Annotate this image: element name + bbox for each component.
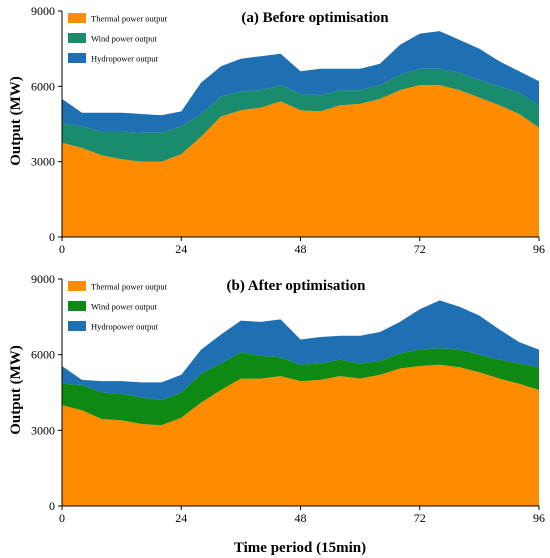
legend-swatch xyxy=(68,321,86,331)
y-axis-label-b: Output (MW) xyxy=(8,345,24,435)
x-tick-label: 96 xyxy=(533,242,545,256)
area-thermal-power-output xyxy=(62,85,539,237)
x-tick-label: 48 xyxy=(295,242,307,256)
legend: Thermal power output Wind power output Hyd… xyxy=(68,281,168,332)
y-tick-label: 0 xyxy=(49,499,55,513)
y-axis-label-a: Output (MW) xyxy=(8,76,24,166)
legend: Thermal power output Wind power output Hyd… xyxy=(68,13,168,64)
legend-swatch xyxy=(68,33,86,43)
y-tick-label: 9000 xyxy=(31,272,55,286)
y-tick-label: 3000 xyxy=(31,423,55,437)
y-tick-label: 6000 xyxy=(31,79,55,93)
legend-swatch xyxy=(68,53,86,63)
y-tick-label: 9000 xyxy=(31,4,55,18)
panel-b: 0 3000 6000 9000 0 24 48 72 96 (b) After optimisa… xyxy=(31,272,545,525)
y-tick-label: 3000 xyxy=(31,155,55,169)
x-tick-label: 48 xyxy=(295,511,307,525)
legend-label: Wind power output xyxy=(91,34,157,44)
x-axis-label: Time period (15min) xyxy=(234,540,366,556)
x-tick-label: 0 xyxy=(59,242,65,256)
y-tick-label: 6000 xyxy=(31,348,55,362)
x-tick-label: 96 xyxy=(533,511,545,525)
x-tick-label: 0 xyxy=(59,511,65,525)
legend-swatch xyxy=(68,281,86,291)
area-hydropower-output xyxy=(62,31,539,133)
legend-label: Thermal power output xyxy=(91,282,168,292)
x-tick-label: 24 xyxy=(175,511,187,525)
x-tick-label: 72 xyxy=(414,511,426,525)
legend-label: Thermal power output xyxy=(91,14,168,24)
legend-swatch xyxy=(68,301,86,311)
x-tick-label: 72 xyxy=(414,242,426,256)
legend-swatch xyxy=(68,13,86,23)
legend-label: Wind power output xyxy=(91,302,157,312)
area-wind-power-output xyxy=(62,348,539,426)
area-wind-power-output xyxy=(62,68,539,162)
x-tick-label: 24 xyxy=(175,242,187,256)
area-thermal-power-output xyxy=(62,364,539,506)
legend-label: Hydropower output xyxy=(91,322,158,332)
area-hydropower-output xyxy=(62,300,539,401)
chart-title: (a) Before optimisation xyxy=(241,10,389,26)
legend-label: Hydropower output xyxy=(91,54,158,64)
chart-title: (b) After optimisation xyxy=(227,278,367,294)
panel-a: 0 3000 6000 9000 0 24 48 72 96 (a) Before optimis… xyxy=(31,4,545,256)
y-tick-label: 0 xyxy=(49,230,55,244)
